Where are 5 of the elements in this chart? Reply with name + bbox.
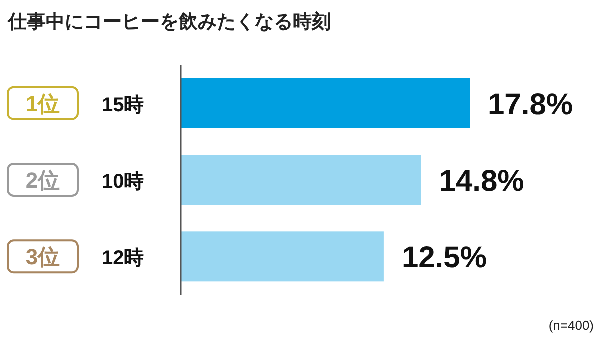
annotation: 1位 bbox=[26, 91, 60, 116]
annotation: (n=400) bbox=[548, 318, 594, 333]
annotation: 3位 bbox=[26, 244, 60, 270]
title: 仕事中にコーヒーを飲みたくなる時刻 bbox=[8, 12, 331, 33]
annotation: 2位 bbox=[26, 168, 60, 193]
